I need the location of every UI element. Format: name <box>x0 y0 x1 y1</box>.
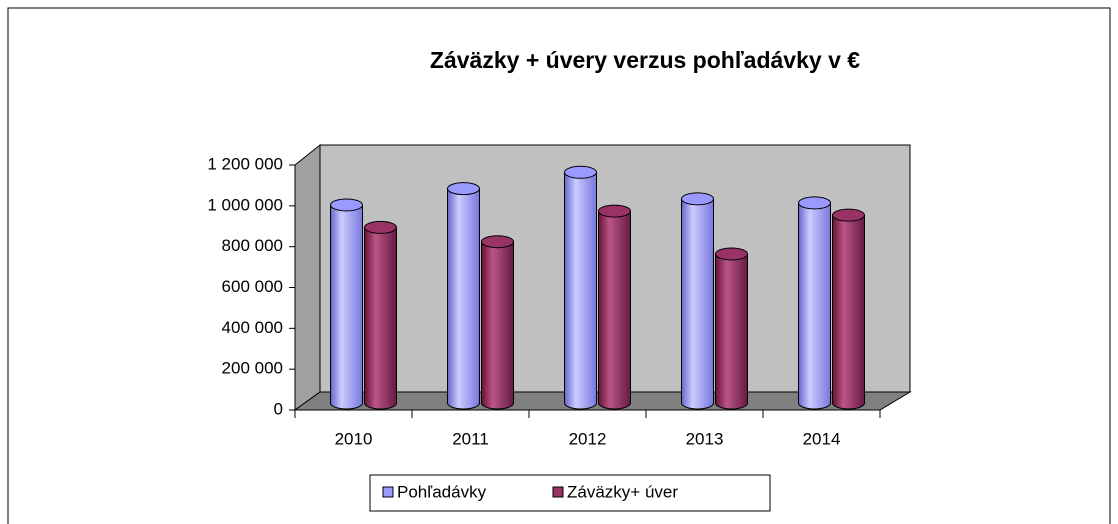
bar-top <box>715 247 748 261</box>
legend-label: Záväzky+ úver <box>567 482 678 501</box>
bar-top <box>681 192 714 206</box>
bar <box>832 214 865 410</box>
bar-top <box>330 198 363 212</box>
bar <box>364 226 397 410</box>
x-tick-label: 2010 <box>335 429 373 448</box>
y-tick-label: 800 000 <box>222 236 283 255</box>
bar-top <box>832 208 865 222</box>
bar <box>598 210 631 410</box>
bar-top <box>564 165 597 179</box>
bar-top <box>481 235 514 249</box>
bar-top <box>447 182 480 196</box>
side-wall <box>294 143 321 411</box>
bar <box>564 171 597 410</box>
chart-title: Záväzky + úvery verzus pohľadávky v € <box>430 47 860 73</box>
bar-top <box>364 220 397 234</box>
legend-swatch <box>382 486 394 498</box>
y-tick-label: 1 200 000 <box>207 154 283 173</box>
bar-top <box>598 204 631 218</box>
y-tick-label: 600 000 <box>222 277 283 296</box>
x-tick-label: 2014 <box>803 429 841 448</box>
x-tick-label: 2012 <box>569 429 607 448</box>
y-tick-label: 400 000 <box>222 318 283 337</box>
bar <box>715 253 748 410</box>
y-tick-label: 200 000 <box>222 359 283 378</box>
y-tick-label: 1 000 000 <box>207 195 283 214</box>
legend <box>369 474 771 512</box>
bar <box>330 204 363 410</box>
x-tick-label: 2013 <box>686 429 724 448</box>
x-tick-label: 2011 <box>452 429 489 448</box>
legend-swatch <box>552 486 564 498</box>
bar <box>681 198 714 410</box>
bar-top <box>798 196 831 210</box>
bar <box>447 188 480 410</box>
y-tick-label: 0 <box>274 399 283 418</box>
legend-label: Pohľadávky <box>397 482 487 501</box>
bar <box>481 241 514 410</box>
bar <box>798 202 831 410</box>
